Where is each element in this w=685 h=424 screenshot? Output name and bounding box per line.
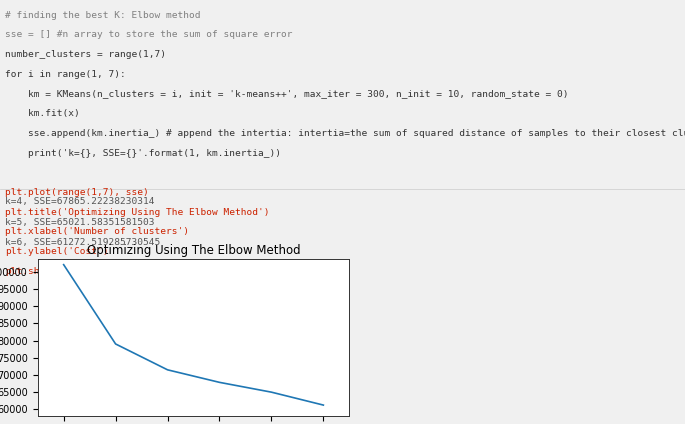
Text: sse.append(km.inertia_) # append the intertia: intertia=the sum of squared dista: sse.append(km.inertia_) # append the int… [5,129,685,138]
Text: for i in range(1, 7):: for i in range(1, 7): [5,70,126,79]
Text: km.fit(x): km.fit(x) [5,109,80,118]
Text: plt.plot(range(1,7), sse): plt.plot(range(1,7), sse) [5,188,149,197]
Text: km = KMeans(n_clusters = i, init = 'k-means++', max_iter = 300, n_init = 10, ran: km = KMeans(n_clusters = i, init = 'k-me… [5,89,569,98]
Text: plt.xlabel('Number of clusters'): plt.xlabel('Number of clusters') [5,227,190,237]
Title: Optimizing Using The Elbow Method: Optimizing Using The Elbow Method [87,244,300,257]
Text: number_clusters = range(1,7): number_clusters = range(1,7) [5,50,166,59]
Text: plt.ylabel('Cost'): plt.ylabel('Cost') [5,247,109,256]
Text: print('k={}, SSE={}'.format(1, km.inertia_)): print('k={}, SSE={}'.format(1, km.inerti… [5,149,282,158]
Text: sse = [] #n array to store the sum of square error: sse = [] #n array to store the sum of sq… [5,31,293,39]
Text: # finding the best K: Elbow method: # finding the best K: Elbow method [5,11,201,20]
Text: plt.show(): plt.show() [5,267,63,276]
Text: k=5, SSE=65021.58351581503: k=5, SSE=65021.58351581503 [5,218,155,226]
Text: k=6, SSE=61272.519285730545: k=6, SSE=61272.519285730545 [5,238,161,247]
Text: plt.title('Optimizing Using The Elbow Method'): plt.title('Optimizing Using The Elbow Me… [5,208,270,217]
Text: k=4, SSE=67865.22238230314: k=4, SSE=67865.22238230314 [5,197,155,206]
